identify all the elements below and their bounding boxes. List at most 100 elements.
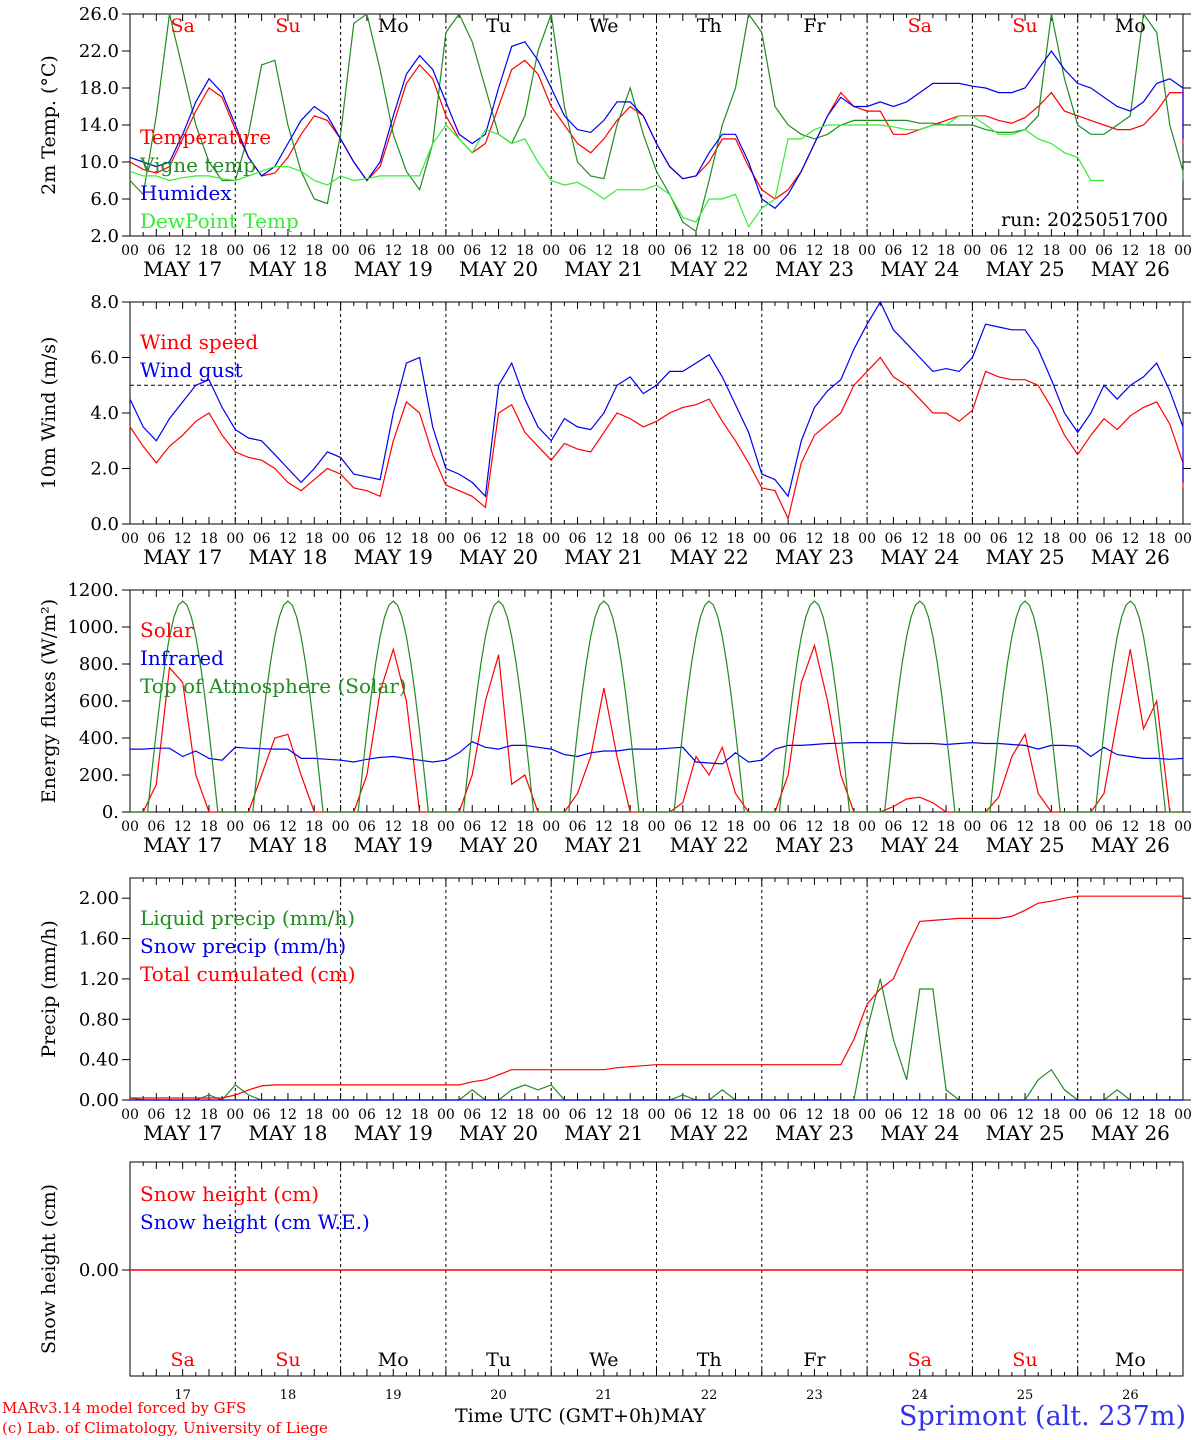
weekday-label: We (589, 1349, 618, 1371)
hour-tick-label: 18 (621, 819, 639, 835)
day-label: MAY 21 (564, 1121, 643, 1145)
hour-tick-label: 12 (806, 243, 824, 259)
hour-tick-label: 06 (463, 1107, 481, 1123)
hour-tick-label: 18 (1042, 819, 1060, 835)
hour-tick-label: 12 (174, 243, 192, 259)
hour-tick-label: 00 (226, 819, 244, 835)
y-tick-label: 1000. (67, 617, 119, 638)
series-line-2-2 (129, 300, 1184, 498)
hour-tick-label: 18 (516, 1107, 534, 1123)
day-label: MAY 23 (775, 545, 854, 569)
weekday-label: Fr (803, 1349, 826, 1371)
hour-tick-label: 12 (700, 243, 718, 259)
hour-tick-label: 00 (332, 531, 350, 547)
panel-4: 00 06 12 18 00 06 12 18 00 06 12 18 00 06 12 18 00 06 12 18… (38, 877, 1192, 1145)
hour-tick-label: 18 (305, 243, 323, 259)
hour-tick-label: 18 (516, 531, 534, 547)
series-line-2-1 (129, 356, 1184, 521)
y-tick-label: 1.20 (79, 969, 119, 990)
day-label: MAY 20 (459, 545, 538, 569)
weekday-label: Fr (803, 15, 826, 37)
hour-tick-label: 12 (490, 243, 508, 259)
hour-tick-label: 06 (358, 531, 376, 547)
series-line-1-3 (129, 41, 1184, 210)
hour-tick-label: 18 (832, 243, 850, 259)
hour-tick-label: 06 (1095, 243, 1113, 259)
hour-tick-label: 18 (305, 531, 323, 547)
day-label: MAY 20 (459, 833, 538, 857)
y-tick-label: 600. (79, 691, 119, 712)
weekday-label: Th (697, 15, 722, 37)
hour-tick-label: 06 (674, 1107, 692, 1123)
hour-tick-label: 00 (121, 531, 139, 547)
day-label: MAY 24 (880, 1121, 959, 1145)
hour-tick-label: 00 (963, 819, 981, 835)
hour-tick-label: 12 (1121, 819, 1139, 835)
legend-2-1: Wind speed (140, 330, 258, 354)
hour-tick-label: 06 (779, 243, 797, 259)
y-tick-label: 10.0 (79, 152, 119, 173)
hour-tick-label: 06 (147, 531, 165, 547)
hour-tick-label: 18 (727, 243, 745, 259)
y-tick-label: 6.0 (90, 348, 119, 369)
legend-3-2: Infrared (140, 646, 224, 670)
hour-tick-label: 12 (174, 1107, 192, 1123)
y-tick-label: 0.00 (79, 1260, 119, 1281)
day-label: MAY 19 (354, 545, 433, 569)
day-label: MAY 19 (354, 833, 433, 857)
series-line-3-2 (130, 741, 1184, 765)
day-label: MAY 21 (564, 257, 643, 281)
hour-tick-label: 00 (648, 1107, 666, 1123)
hour-tick-label: 06 (147, 1107, 165, 1123)
hour-tick-label: 12 (384, 531, 402, 547)
y-tick-label: 4.0 (90, 403, 119, 424)
hour-tick-label: 18 (937, 531, 955, 547)
hour-tick-label: 18 (937, 819, 955, 835)
hour-tick-label: 12 (1121, 1107, 1139, 1123)
series-line-1-4 (129, 115, 1104, 229)
hour-tick-label: 00 (226, 531, 244, 547)
hour-tick-label: 06 (1095, 531, 1113, 547)
hour-tick-label: 18 (1148, 1107, 1166, 1123)
hour-tick-label: 18 (727, 1107, 745, 1123)
weekday-label: Mo (378, 1349, 409, 1371)
hour-tick-label: 12 (1016, 243, 1034, 259)
hour-tick-label: 00 (858, 531, 876, 547)
hour-tick-label: 06 (569, 243, 587, 259)
hour-tick-label: 00 (1069, 243, 1087, 259)
hour-tick-label: 00 (437, 1107, 455, 1123)
weekday-label: Sa (170, 1349, 194, 1371)
hour-tick-label: 00 (1174, 531, 1192, 547)
day-label: MAY 18 (248, 1121, 327, 1145)
hour-tick-label: 12 (1016, 819, 1034, 835)
hour-tick-label: 18 (832, 819, 850, 835)
day-label: MAY 18 (248, 257, 327, 281)
hour-tick-label: 00 (121, 1107, 139, 1123)
weekday-label: Tu (486, 1349, 511, 1371)
day-number: 17 (174, 1388, 191, 1403)
run-annotation: run: 2025051700 (1001, 209, 1168, 231)
day-label: MAY 23 (775, 1121, 854, 1145)
day-label: MAY 25 (985, 545, 1064, 569)
day-label: MAY 25 (985, 833, 1064, 857)
hour-tick-label: 12 (806, 531, 824, 547)
hour-tick-label: 06 (358, 243, 376, 259)
hour-tick-label: 12 (279, 819, 297, 835)
month-label: MAY (660, 1405, 706, 1427)
legend-1-2: Vigne temp (139, 153, 256, 177)
day-label: MAY 26 (1091, 833, 1170, 857)
hour-tick-label: 06 (253, 531, 271, 547)
day-label: MAY 17 (143, 1121, 222, 1145)
hour-tick-label: 06 (779, 531, 797, 547)
day-label: MAY 23 (775, 833, 854, 857)
y-tick-label: 22.0 (79, 41, 119, 62)
hour-tick-label: 12 (279, 531, 297, 547)
hour-tick-label: 12 (911, 1107, 929, 1123)
y-tick-label: 0. (102, 802, 119, 823)
panel-1: 00 06 12 18 00 06 12 18 00 06 12 18 00 06 12 18 00 06 12 18… (38, 4, 1192, 281)
hour-tick-label: 06 (253, 819, 271, 835)
hour-tick-label: 18 (621, 243, 639, 259)
hour-tick-label: 18 (1042, 1107, 1060, 1123)
weekday-label: Su (275, 1349, 300, 1371)
